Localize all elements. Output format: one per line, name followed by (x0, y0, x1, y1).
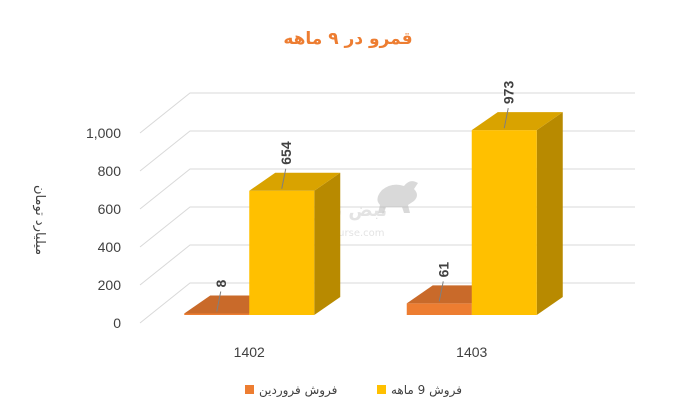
x-category-label: 1402 (234, 344, 265, 360)
bar (471, 130, 537, 315)
bar (406, 303, 472, 315)
y-tick-label: 600 (98, 201, 122, 217)
data-label: 61 (435, 262, 451, 278)
data-label-leader (216, 291, 222, 312)
bar (249, 190, 315, 315)
legend-swatch (245, 385, 254, 394)
legend-swatch (377, 385, 386, 394)
gridline (139, 92, 635, 134)
legend-label: فروش 9 ماهه (391, 383, 462, 398)
data-label: 654 (278, 141, 294, 165)
y-axis-ticks: 0 200 400 600 800 1,000 (86, 125, 121, 331)
data-label: 973 (500, 81, 516, 105)
y-tick-label: 0 (113, 315, 121, 331)
bar-top (249, 172, 341, 191)
bull-icon (377, 181, 418, 213)
data-label: 8 (213, 279, 229, 287)
data-label-leader (438, 281, 444, 302)
y-tick-label: 1,000 (86, 125, 121, 141)
bar-side (536, 112, 563, 315)
legend-label: فروش فروردین (259, 383, 337, 398)
chart-title: قمرو در ۹ ماهه (283, 29, 412, 49)
bar (184, 313, 250, 315)
x-category-label: 1403 (456, 344, 487, 360)
bar-side (314, 172, 341, 315)
y-tick-label: 200 (98, 277, 122, 293)
data-label-leader (281, 168, 287, 189)
bar-top (471, 112, 563, 131)
y-tick-label: 800 (98, 163, 122, 179)
x-axis-categories: 1402 1403 (234, 344, 488, 360)
bars-layer: 8 654 61 973 (184, 81, 563, 315)
legend: فروش فروردین فروش 9 ماهه (245, 383, 462, 398)
y-tick-label: 400 (98, 239, 122, 255)
y-axis-label: میلیارد تومان (32, 185, 47, 255)
data-label-leader (503, 108, 509, 129)
